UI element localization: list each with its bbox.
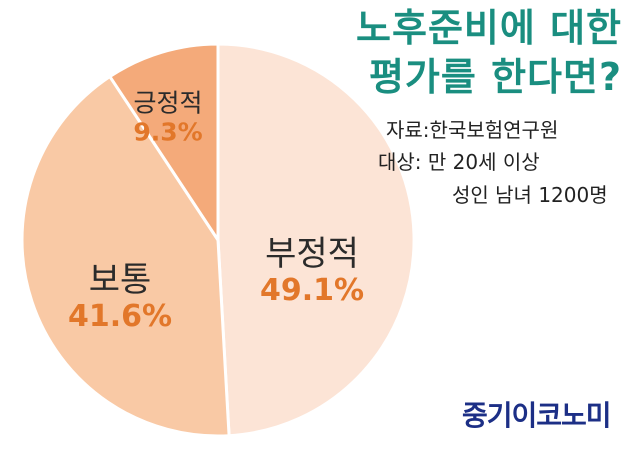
source-note: 자료:한국보험연구원 (386, 118, 559, 142)
slice-value-neutral: 41.6% (67, 299, 173, 335)
slice-value-positive: 9.3% (133, 117, 203, 146)
pie-slice-negative (216, 42, 416, 438)
brand-logo: 중기이코노미 (462, 399, 612, 432)
target-note: 대상: 만 20세 이상 (378, 150, 540, 174)
pie-slice-positive (107, 42, 220, 245)
slice-label-positive: 긍정적 9.3% (133, 88, 203, 147)
chart-title: 노후준비에 대한 평가를 한다면? (356, 4, 622, 101)
slice-label-neutral: 보통 41.6% (68, 261, 172, 335)
slice-name-negative: 부정적 (265, 234, 359, 275)
target-note-continued: 성인 남녀 1200명 (452, 183, 608, 207)
chart-title-line-1: 노후준비에 대한 (356, 6, 622, 50)
pie-slice-neutral (20, 74, 231, 438)
slice-name-positive: 긍정적 (133, 88, 203, 118)
chart-title-line-2: 평가를 한다면? (368, 54, 622, 99)
slice-value-negative: 49.1% (259, 273, 365, 309)
slice-name-neutral: 보통 (88, 260, 152, 301)
slice-label-negative: 부정적 49.1% (260, 235, 364, 309)
